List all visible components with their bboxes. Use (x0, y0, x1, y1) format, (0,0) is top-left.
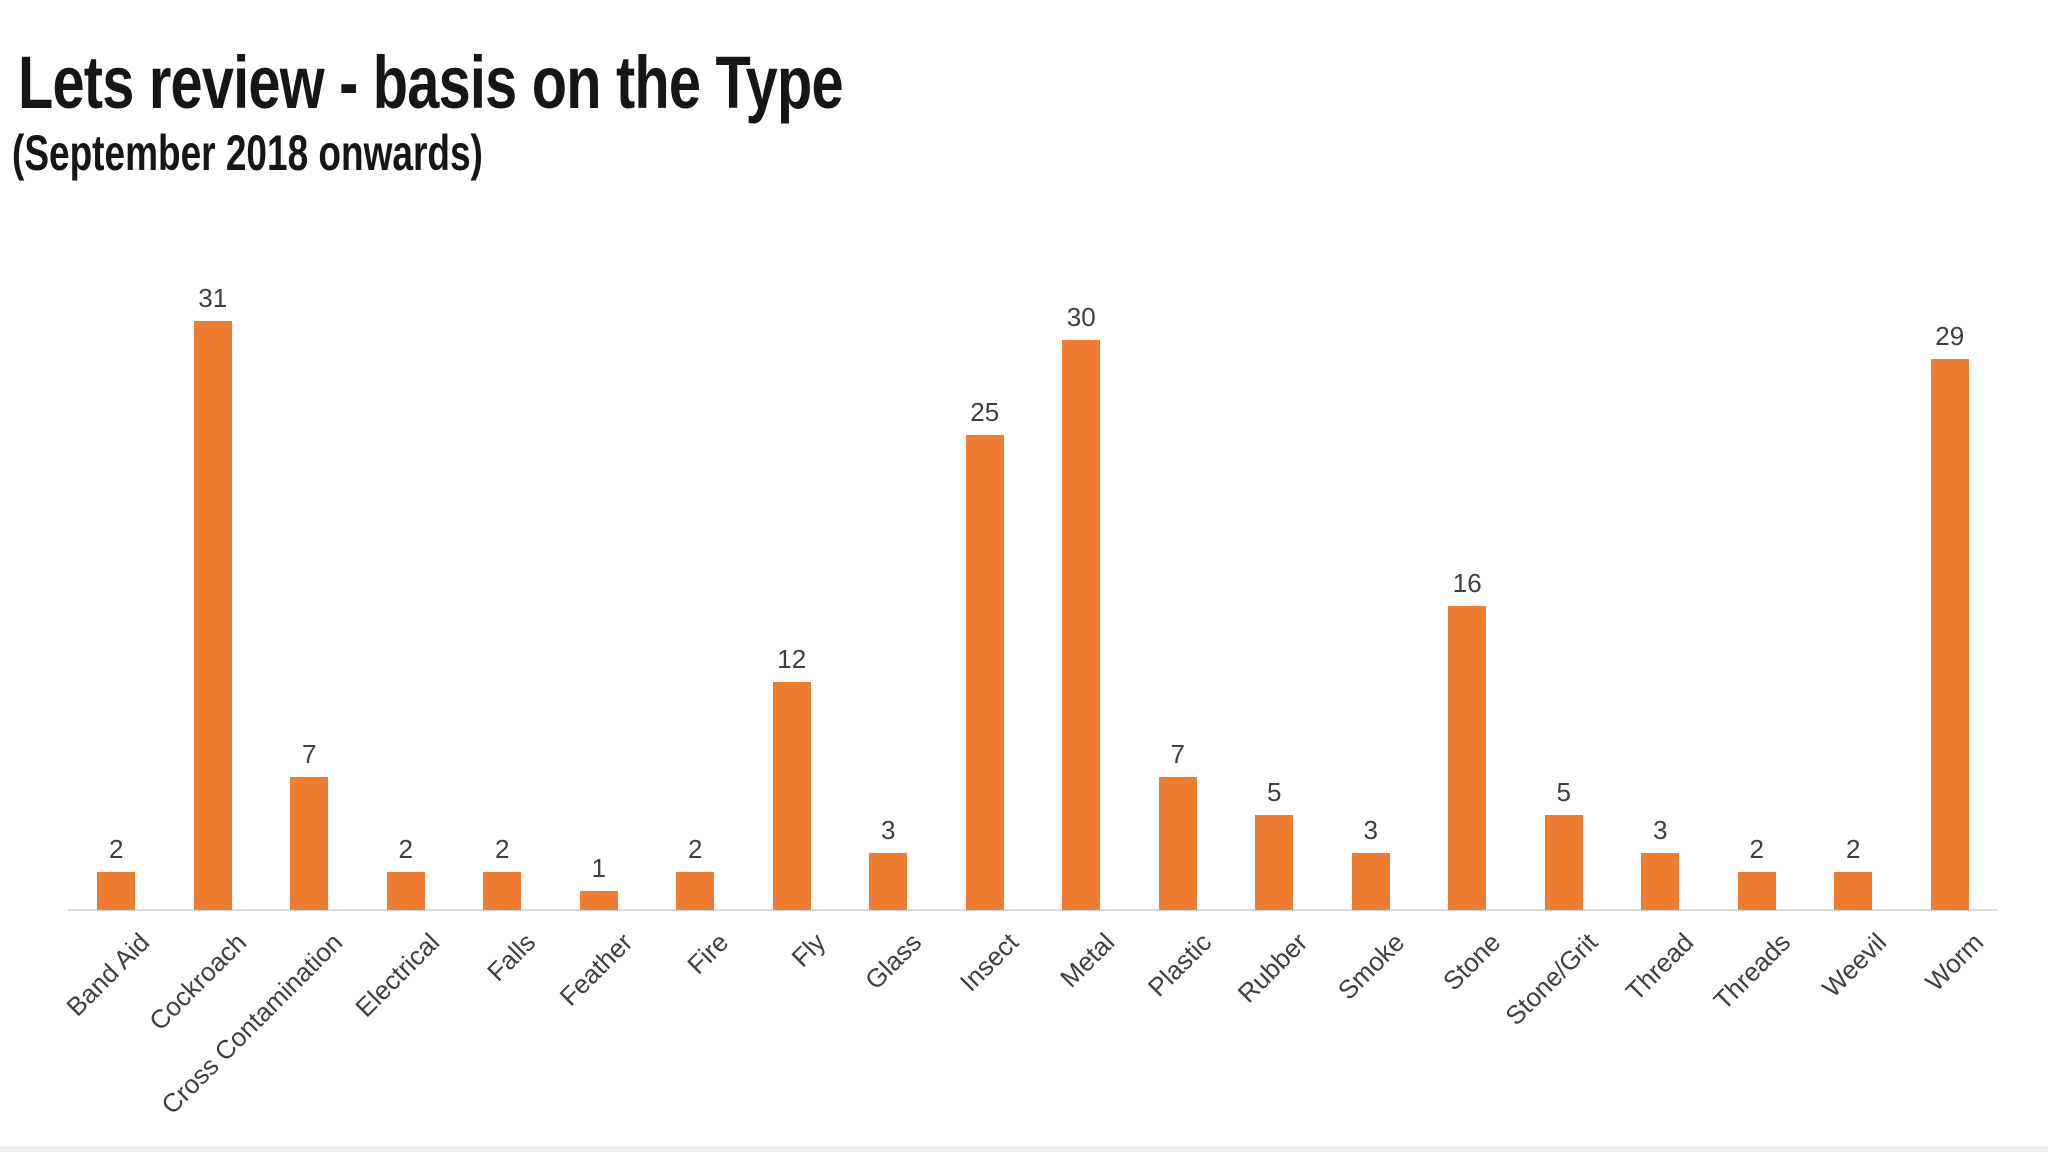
bar-slot: 5 (1226, 250, 1323, 910)
bar (772, 682, 811, 910)
bar (1641, 853, 1680, 910)
bar (1930, 359, 1969, 910)
bar-slot: 2 (647, 250, 744, 910)
category-axis-labels: Band Aid Cockroach Cross Contamination Elec… (61, 911, 1999, 1151)
page-subtitle: (September 2018 onwards) (12, 125, 483, 181)
bar-slot: 16 (1419, 250, 1516, 910)
bar (1062, 340, 1101, 910)
bar (97, 872, 136, 910)
bar-slot: 31 (165, 250, 262, 910)
bar-slot: 2 (68, 250, 165, 910)
bar (290, 777, 329, 910)
bar-slot: 2 (1709, 250, 1806, 910)
bar-slot: 1 (551, 250, 648, 910)
bar (193, 321, 232, 910)
bar (869, 853, 908, 910)
bar (579, 891, 618, 910)
bar (483, 872, 522, 910)
bar-value-label: 25 (970, 397, 1000, 427)
bar-slot: 25 (937, 250, 1034, 910)
bar-value-label: 7 (1170, 739, 1185, 769)
bar (1544, 815, 1583, 910)
bar-value-label: 2 (688, 834, 703, 864)
bottom-edge-strip (0, 1146, 2048, 1152)
bar (1351, 853, 1390, 910)
bar (1255, 815, 1294, 910)
bar-value-label: 7 (302, 739, 317, 769)
bar-slot: 3 (1323, 250, 1420, 910)
bar-slot: 29 (1902, 250, 1999, 910)
bar (386, 872, 425, 910)
bar-value-label: 16 (1452, 568, 1482, 598)
bar-value-label: 29 (1935, 321, 1965, 351)
bar-slot: 7 (261, 250, 358, 910)
bar-slot: 12 (744, 250, 841, 910)
bar (965, 435, 1004, 910)
bar-value-label: 2 (398, 834, 413, 864)
bar-value-label: 3 (881, 815, 896, 845)
page-title: Lets review - basis on the Type (18, 41, 844, 124)
bar (1737, 872, 1776, 910)
bar (1448, 606, 1487, 910)
bar-value-label: 12 (777, 644, 807, 674)
bar (676, 872, 715, 910)
bar-value-label: 2 (495, 834, 510, 864)
bar-value-label: 5 (1267, 777, 1282, 807)
bar-value-label: 30 (1066, 302, 1096, 332)
bar-series: 2 31 7 2 2 1 2 12 3 25 30 7 5 3 16 5 3 2 2 29 (68, 250, 1998, 910)
bar (1834, 872, 1873, 910)
bar-slot: 2 (1805, 250, 1902, 910)
bar-slot: 7 (1130, 250, 1227, 910)
bar-slot: 5 (1516, 250, 1613, 910)
bar (1158, 777, 1197, 910)
bar-slot: 3 (1612, 250, 1709, 910)
bar-value-label: 2 (1749, 834, 1764, 864)
bar-value-label: 2 (109, 834, 124, 864)
bar-value-label: 3 (1653, 815, 1668, 845)
bar-slot: 30 (1033, 250, 1130, 910)
bar-value-label: 2 (1846, 834, 1861, 864)
bar-slot: 2 (454, 250, 551, 910)
bar-value-label: 31 (198, 283, 228, 313)
category-slot: Worm (1902, 911, 1999, 1151)
x-axis-line (68, 909, 1998, 911)
bar-slot: 3 (840, 250, 937, 910)
bar-value-label: 1 (591, 853, 606, 883)
bar-slot: 2 (358, 250, 455, 910)
bar-value-label: 5 (1556, 777, 1571, 807)
bar-value-label: 3 (1363, 815, 1378, 845)
